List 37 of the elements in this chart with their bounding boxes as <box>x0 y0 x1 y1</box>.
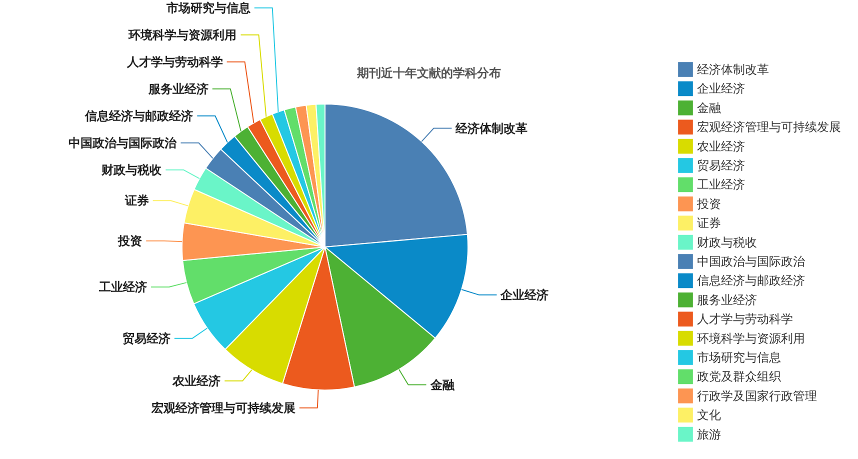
legend-label: 信息经济与邮政经济 <box>697 274 805 288</box>
legend-label: 金融 <box>697 100 721 115</box>
legend-label: 服务业经济 <box>697 292 757 307</box>
slice-label: 工业经济 <box>98 280 148 294</box>
slice-label: 农业经济 <box>172 374 221 388</box>
slice-label: 宏观经济管理与可持续发展 <box>150 400 296 415</box>
legend-label: 财政与税收 <box>697 235 757 250</box>
legend-label: 文化 <box>697 408 721 422</box>
slice-label: 市场研究与信息 <box>165 0 252 15</box>
slice-label: 信息经济与邮政经济 <box>84 108 194 123</box>
legend-label: 工业经济 <box>697 178 745 192</box>
legend-label: 市场研究与信息 <box>697 350 781 364</box>
slice-label: 金融 <box>429 378 456 392</box>
legend-label: 农业经济 <box>697 139 745 154</box>
slice-label: 证券 <box>124 194 150 208</box>
legend-label: 中国政治与国际政治 <box>697 254 805 268</box>
legend-label: 行政学及国家行政管理 <box>697 388 817 403</box>
text: 期刊近十年文献的学科分布 <box>356 66 501 80</box>
legend-label: 贸易经济 <box>697 158 745 172</box>
slice-label: 财政与税收 <box>100 162 163 177</box>
legend-label: 宏观经济管理与可持续发展 <box>697 120 841 134</box>
slice-label: 服务业经济 <box>147 82 208 96</box>
slice-label: 经济体制改革 <box>454 121 528 136</box>
slice-label: 中国政治与国际政治 <box>68 136 178 150</box>
legend-label: 证券 <box>697 216 721 230</box>
slice-label: 人才学与劳动科学 <box>126 54 223 69</box>
legend-label: 企业经济 <box>697 82 745 96</box>
slice-label: 环境科学与资源利用 <box>128 28 237 42</box>
legend-label: 投资 <box>696 196 721 211</box>
legend-label: 政党及群众组织 <box>697 370 781 384</box>
legend-label: 人才学与劳动科学 <box>697 312 793 326</box>
slice-label: 贸易经济 <box>122 331 170 346</box>
legend-label: 旅游 <box>697 427 721 442</box>
slice-label: 企业经济 <box>500 288 549 302</box>
legend-label: 经济体制改革 <box>697 62 769 76</box>
legend-label: 环境科学与资源利用 <box>697 331 805 346</box>
slice-label: 投资 <box>117 234 142 248</box>
